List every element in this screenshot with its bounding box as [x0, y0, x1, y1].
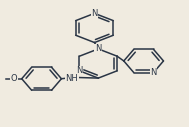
Text: N: N — [150, 68, 157, 77]
Text: N: N — [91, 9, 98, 18]
Text: NH: NH — [65, 74, 78, 83]
Text: O: O — [11, 74, 18, 83]
Text: N: N — [95, 44, 101, 53]
Text: N: N — [76, 66, 83, 75]
